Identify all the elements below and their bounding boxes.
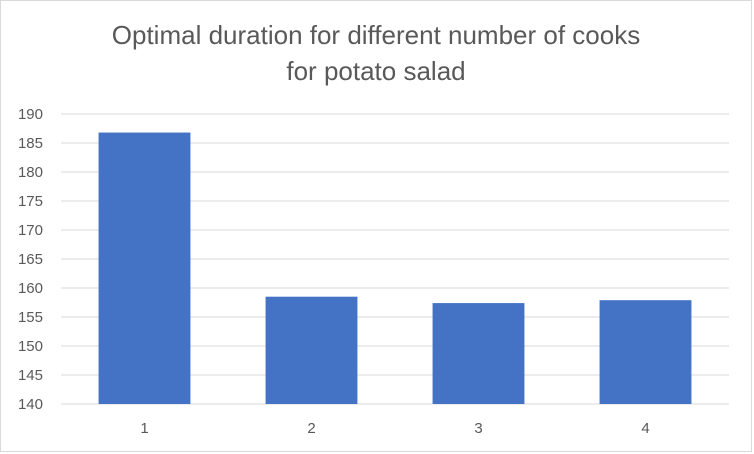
x-tick-label: 4 bbox=[641, 420, 649, 437]
x-tick-label: 1 bbox=[140, 420, 148, 437]
y-tick-label: 150 bbox=[18, 338, 43, 355]
y-tick-label: 190 bbox=[18, 106, 43, 123]
x-tick-label: 3 bbox=[474, 420, 482, 437]
y-tick-label: 180 bbox=[18, 164, 43, 181]
y-tick-label: 140 bbox=[18, 396, 43, 413]
x-tick-label: 2 bbox=[307, 420, 315, 437]
bar-4 bbox=[600, 300, 692, 404]
x-axis-ticks: 1 2 3 4 bbox=[140, 420, 649, 437]
y-tick-label: 165 bbox=[18, 251, 43, 268]
y-tick-label: 175 bbox=[18, 193, 43, 210]
bar-2 bbox=[266, 297, 358, 404]
bar-1 bbox=[99, 133, 191, 404]
bar-3 bbox=[433, 303, 525, 404]
y-tick-label: 155 bbox=[18, 309, 43, 326]
y-tick-label: 145 bbox=[18, 367, 43, 384]
y-tick-label: 160 bbox=[18, 280, 43, 297]
y-axis-ticks: 140 145 150 155 160 165 170 175 180 185 190 bbox=[18, 106, 43, 413]
y-tick-label: 170 bbox=[18, 222, 43, 239]
y-tick-label: 185 bbox=[18, 135, 43, 152]
bars bbox=[99, 133, 692, 404]
